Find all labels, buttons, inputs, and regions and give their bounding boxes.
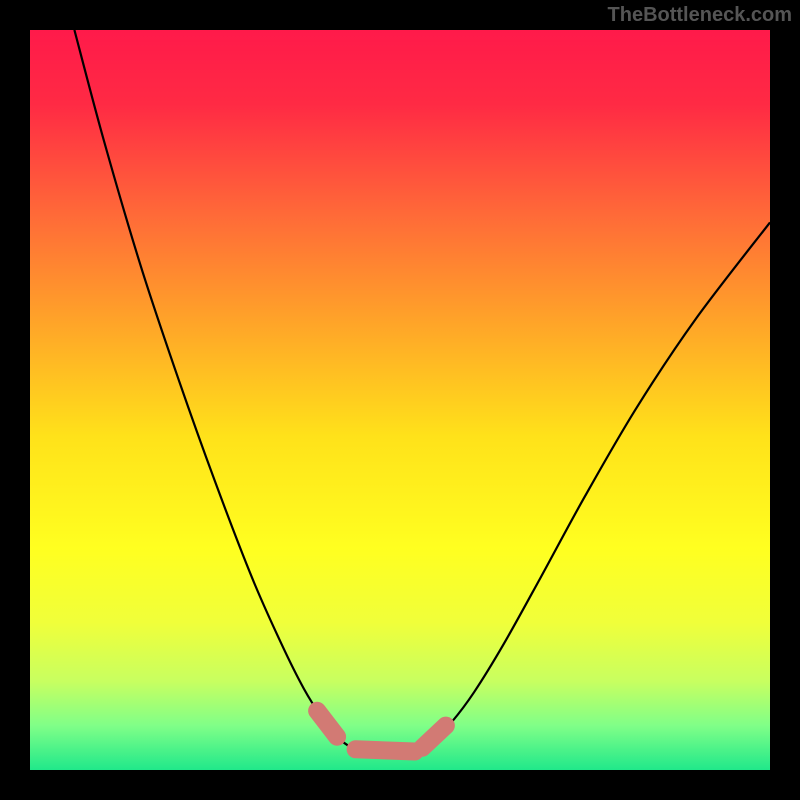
plot-area — [30, 30, 770, 770]
chart-svg — [30, 30, 770, 770]
chart-frame: TheBottleneck.com — [0, 0, 800, 800]
optimal-range-marker — [356, 749, 415, 751]
watermark-text: TheBottleneck.com — [608, 4, 792, 27]
gradient-background — [30, 30, 770, 770]
